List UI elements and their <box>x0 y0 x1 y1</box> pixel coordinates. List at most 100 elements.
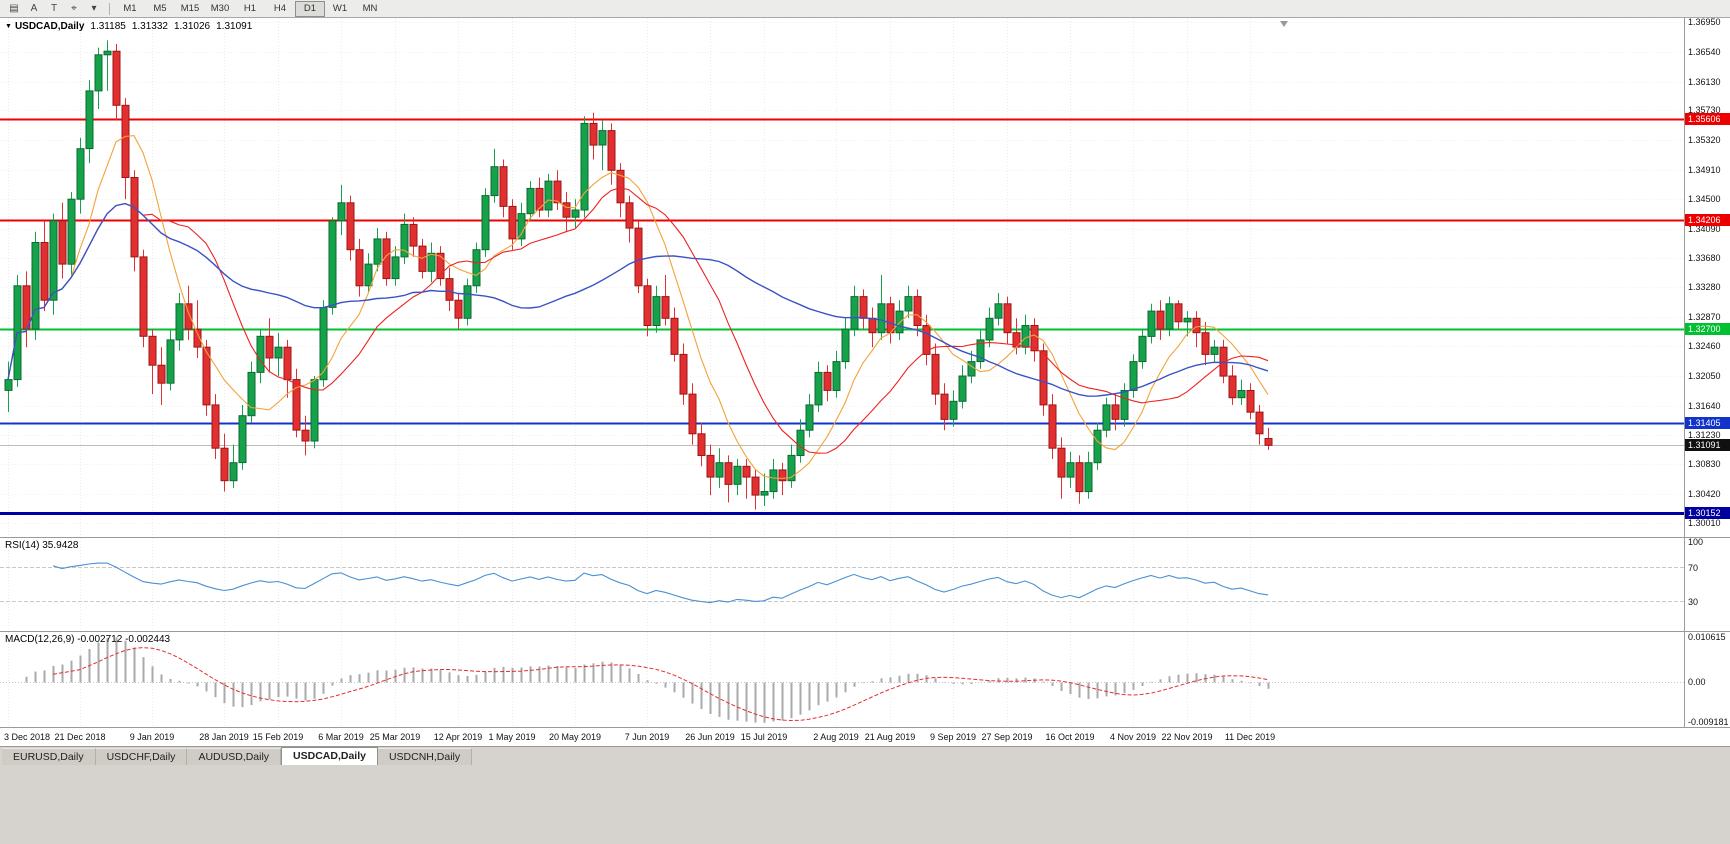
window-background <box>0 765 1730 844</box>
price-tick: 1.36130 <box>1688 77 1721 87</box>
timeframe-button-m5[interactable]: M5 <box>153 3 167 14</box>
time-axis-label: 20 May 2019 <box>548 732 602 742</box>
time-axis-label: 9 Jan 2019 <box>129 732 175 742</box>
price-tick: 1.36540 <box>1688 47 1721 57</box>
time-axis-label: 4 Nov 2019 <box>1109 732 1157 742</box>
price-axis[interactable]: 1.36950 1.36540 1.36130 1.35730 1.35320 1.349… <box>1684 17 1730 727</box>
price-tick: 1.30420 <box>1688 489 1721 499</box>
time-axis-label: 16 Oct 2019 <box>1045 732 1095 742</box>
dropdown-caret-icon[interactable]: ▾ <box>91 3 97 14</box>
time-axis-label: 28 Jan 2019 <box>199 732 249 742</box>
time-axis-label: 22 Nov 2019 <box>1161 732 1213 742</box>
price-badge-1.32700: 1.32700 <box>1685 323 1730 335</box>
chart-tab-bar: EURUSD,Daily USDCHF,Daily AUDUSD,Daily USDC… <box>0 746 1730 765</box>
time-axis-label: 26 Jun 2019 <box>685 732 735 742</box>
time-axis-label: 1 May 2019 <box>488 732 536 742</box>
ohlc-close: 1.31091 <box>216 21 253 32</box>
time-axis-label: 27 Sep 2019 <box>981 732 1033 742</box>
chart-title: ▼ USDCAD,Daily 1.31185 1.31332 1.31026 1.3109… <box>5 21 252 32</box>
rsi-axis-tick: 100 <box>1688 537 1704 547</box>
timeframe-button-m30[interactable]: M30 <box>210 3 230 14</box>
ohlc-high: 1.31332 <box>131 21 168 32</box>
price-tick: 1.35320 <box>1688 135 1721 145</box>
pane-separator[interactable] <box>0 631 1730 632</box>
time-axis-label: 21 Dec 2018 <box>54 732 106 742</box>
ohlc-low: 1.31026 <box>173 21 211 32</box>
bid-price-badge: 1.31091 <box>1685 439 1730 451</box>
macd-pane[interactable]: MACD(12,26,9) -0.002712 -0.002443 <box>0 632 1684 727</box>
price-tick: 1.34910 <box>1688 165 1721 175</box>
time-axis-label: 15 Feb 2019 <box>252 732 304 742</box>
time-axis-label: 15 Jul 2019 <box>740 732 788 742</box>
ohlc-open: 1.31185 <box>90 21 126 32</box>
one-click-trading-icon[interactable]: ▼ <box>5 23 12 30</box>
candles <box>4 40 1273 510</box>
sma-8-line <box>7 135 1269 479</box>
time-axis-label: 9 Sep 2019 <box>929 732 977 742</box>
rsi-pane[interactable]: RSI(14) 35.9428 <box>0 538 1684 631</box>
rsi-line <box>52 562 1269 604</box>
timeframe-toolbar: M1 M5 M15 M30 H1 H4 D1 W1 MN <box>115 0 385 17</box>
macd-signal-line <box>52 647 1269 722</box>
macd-axis-tick: -0.009181 <box>1688 717 1729 727</box>
chart-area: ▼ USDCAD,Daily 1.31185 1.31332 1.31026 1.3109… <box>0 17 1730 746</box>
toolbar-separator <box>109 2 110 15</box>
time-axis-label: 11 Dec 2019 <box>1224 732 1276 742</box>
time-axis[interactable]: 3 Dec 2018 21 Dec 2018 9 Jan 2019 28 Jan 20… <box>0 727 1730 746</box>
macd-axis-tick: 0.010615 <box>1688 632 1726 642</box>
price-tick: 1.33280 <box>1688 282 1721 292</box>
timeframe-button-h1[interactable]: H1 <box>243 3 257 14</box>
price-chart-svg[interactable] <box>0 18 1684 537</box>
macd-axis-tick: 0.00 <box>1688 677 1706 687</box>
price-badge-1.34206: 1.34206 <box>1685 214 1730 226</box>
chart-tab-usdchf[interactable]: USDCHF,Daily <box>95 748 188 765</box>
price-tick: 1.32870 <box>1688 312 1721 322</box>
macd-label: MACD(12,26,9) -0.002712 -0.002443 <box>5 634 171 645</box>
time-axis-label: 7 Jun 2019 <box>624 732 670 742</box>
time-axis-label: 21 Aug 2019 <box>864 732 916 742</box>
text-tool-icon[interactable]: T <box>50 3 58 14</box>
price-tick: 1.33680 <box>1688 253 1721 263</box>
toolbar: ▤ A T ⌖ ▾ M1 M5 M15 M30 H1 H4 D1 W1 MN <box>0 0 1730 18</box>
macd-chart-svg[interactable] <box>0 632 1684 727</box>
chart-tab-eurusd[interactable]: EURUSD,Daily <box>2 748 96 765</box>
timeframe-button-m1[interactable]: M1 <box>123 3 137 14</box>
timeframe-button-w1[interactable]: W1 <box>332 3 348 14</box>
timeframe-button-d1[interactable]: D1 <box>295 0 325 17</box>
charts-icon[interactable]: ▤ <box>9 3 19 14</box>
chart-tab-usdcad[interactable]: USDCAD,Daily <box>281 747 378 765</box>
price-tick: 1.35730 <box>1688 105 1721 115</box>
toolbar-icons: ▤ A T ⌖ ▾ <box>4 2 104 16</box>
price-tick: 1.31640 <box>1688 401 1721 411</box>
time-axis-label: 6 Mar 2019 <box>318 732 364 742</box>
price-tick: 1.34090 <box>1688 224 1721 234</box>
chart-symbol-period: USDCAD,Daily <box>14 21 85 32</box>
timeframe-button-m15[interactable]: M15 <box>180 3 200 14</box>
chart-shift-marker[interactable] <box>1280 21 1288 27</box>
price-badge-1.30152: 1.30152 <box>1685 507 1730 519</box>
rsi-axis-tick: 30 <box>1688 597 1699 607</box>
cursor-icon[interactable]: A <box>30 3 38 14</box>
price-badge-1.31405: 1.31405 <box>1685 417 1730 429</box>
price-tick: 1.36950 <box>1688 17 1721 27</box>
time-axis-label: 25 Mar 2019 <box>369 732 421 742</box>
rsi-label: RSI(14) 35.9428 <box>5 540 79 551</box>
price-tick: 1.34500 <box>1688 194 1721 204</box>
main-chart-pane[interactable]: ▼ USDCAD,Daily 1.31185 1.31332 1.31026 1.3109… <box>0 18 1684 537</box>
chart-tab-audusd[interactable]: AUDUSD,Daily <box>187 748 282 765</box>
pane-separator[interactable] <box>0 537 1730 538</box>
price-tick: 1.32460 <box>1688 341 1721 351</box>
price-badge-1.35606: 1.35606 <box>1685 113 1730 125</box>
time-axis-label: 2 Aug 2019 <box>813 732 859 742</box>
sma-45-line <box>7 202 1269 397</box>
sma-16-line <box>7 187 1269 454</box>
timeframe-button-mn[interactable]: MN <box>362 3 378 14</box>
time-axis-label: 3 Dec 2018 <box>3 732 51 742</box>
time-axis-label: 12 Apr 2019 <box>433 732 483 742</box>
timeframe-button-h4[interactable]: H4 <box>273 3 287 14</box>
crosshair-tool-icon[interactable]: ⌖ <box>71 3 77 14</box>
price-tick: 1.32050 <box>1688 371 1721 381</box>
chart-tab-usdcnh[interactable]: USDCNH,Daily <box>377 748 473 765</box>
rsi-axis-tick: 70 <box>1688 563 1699 573</box>
rsi-chart-svg[interactable] <box>0 538 1684 631</box>
